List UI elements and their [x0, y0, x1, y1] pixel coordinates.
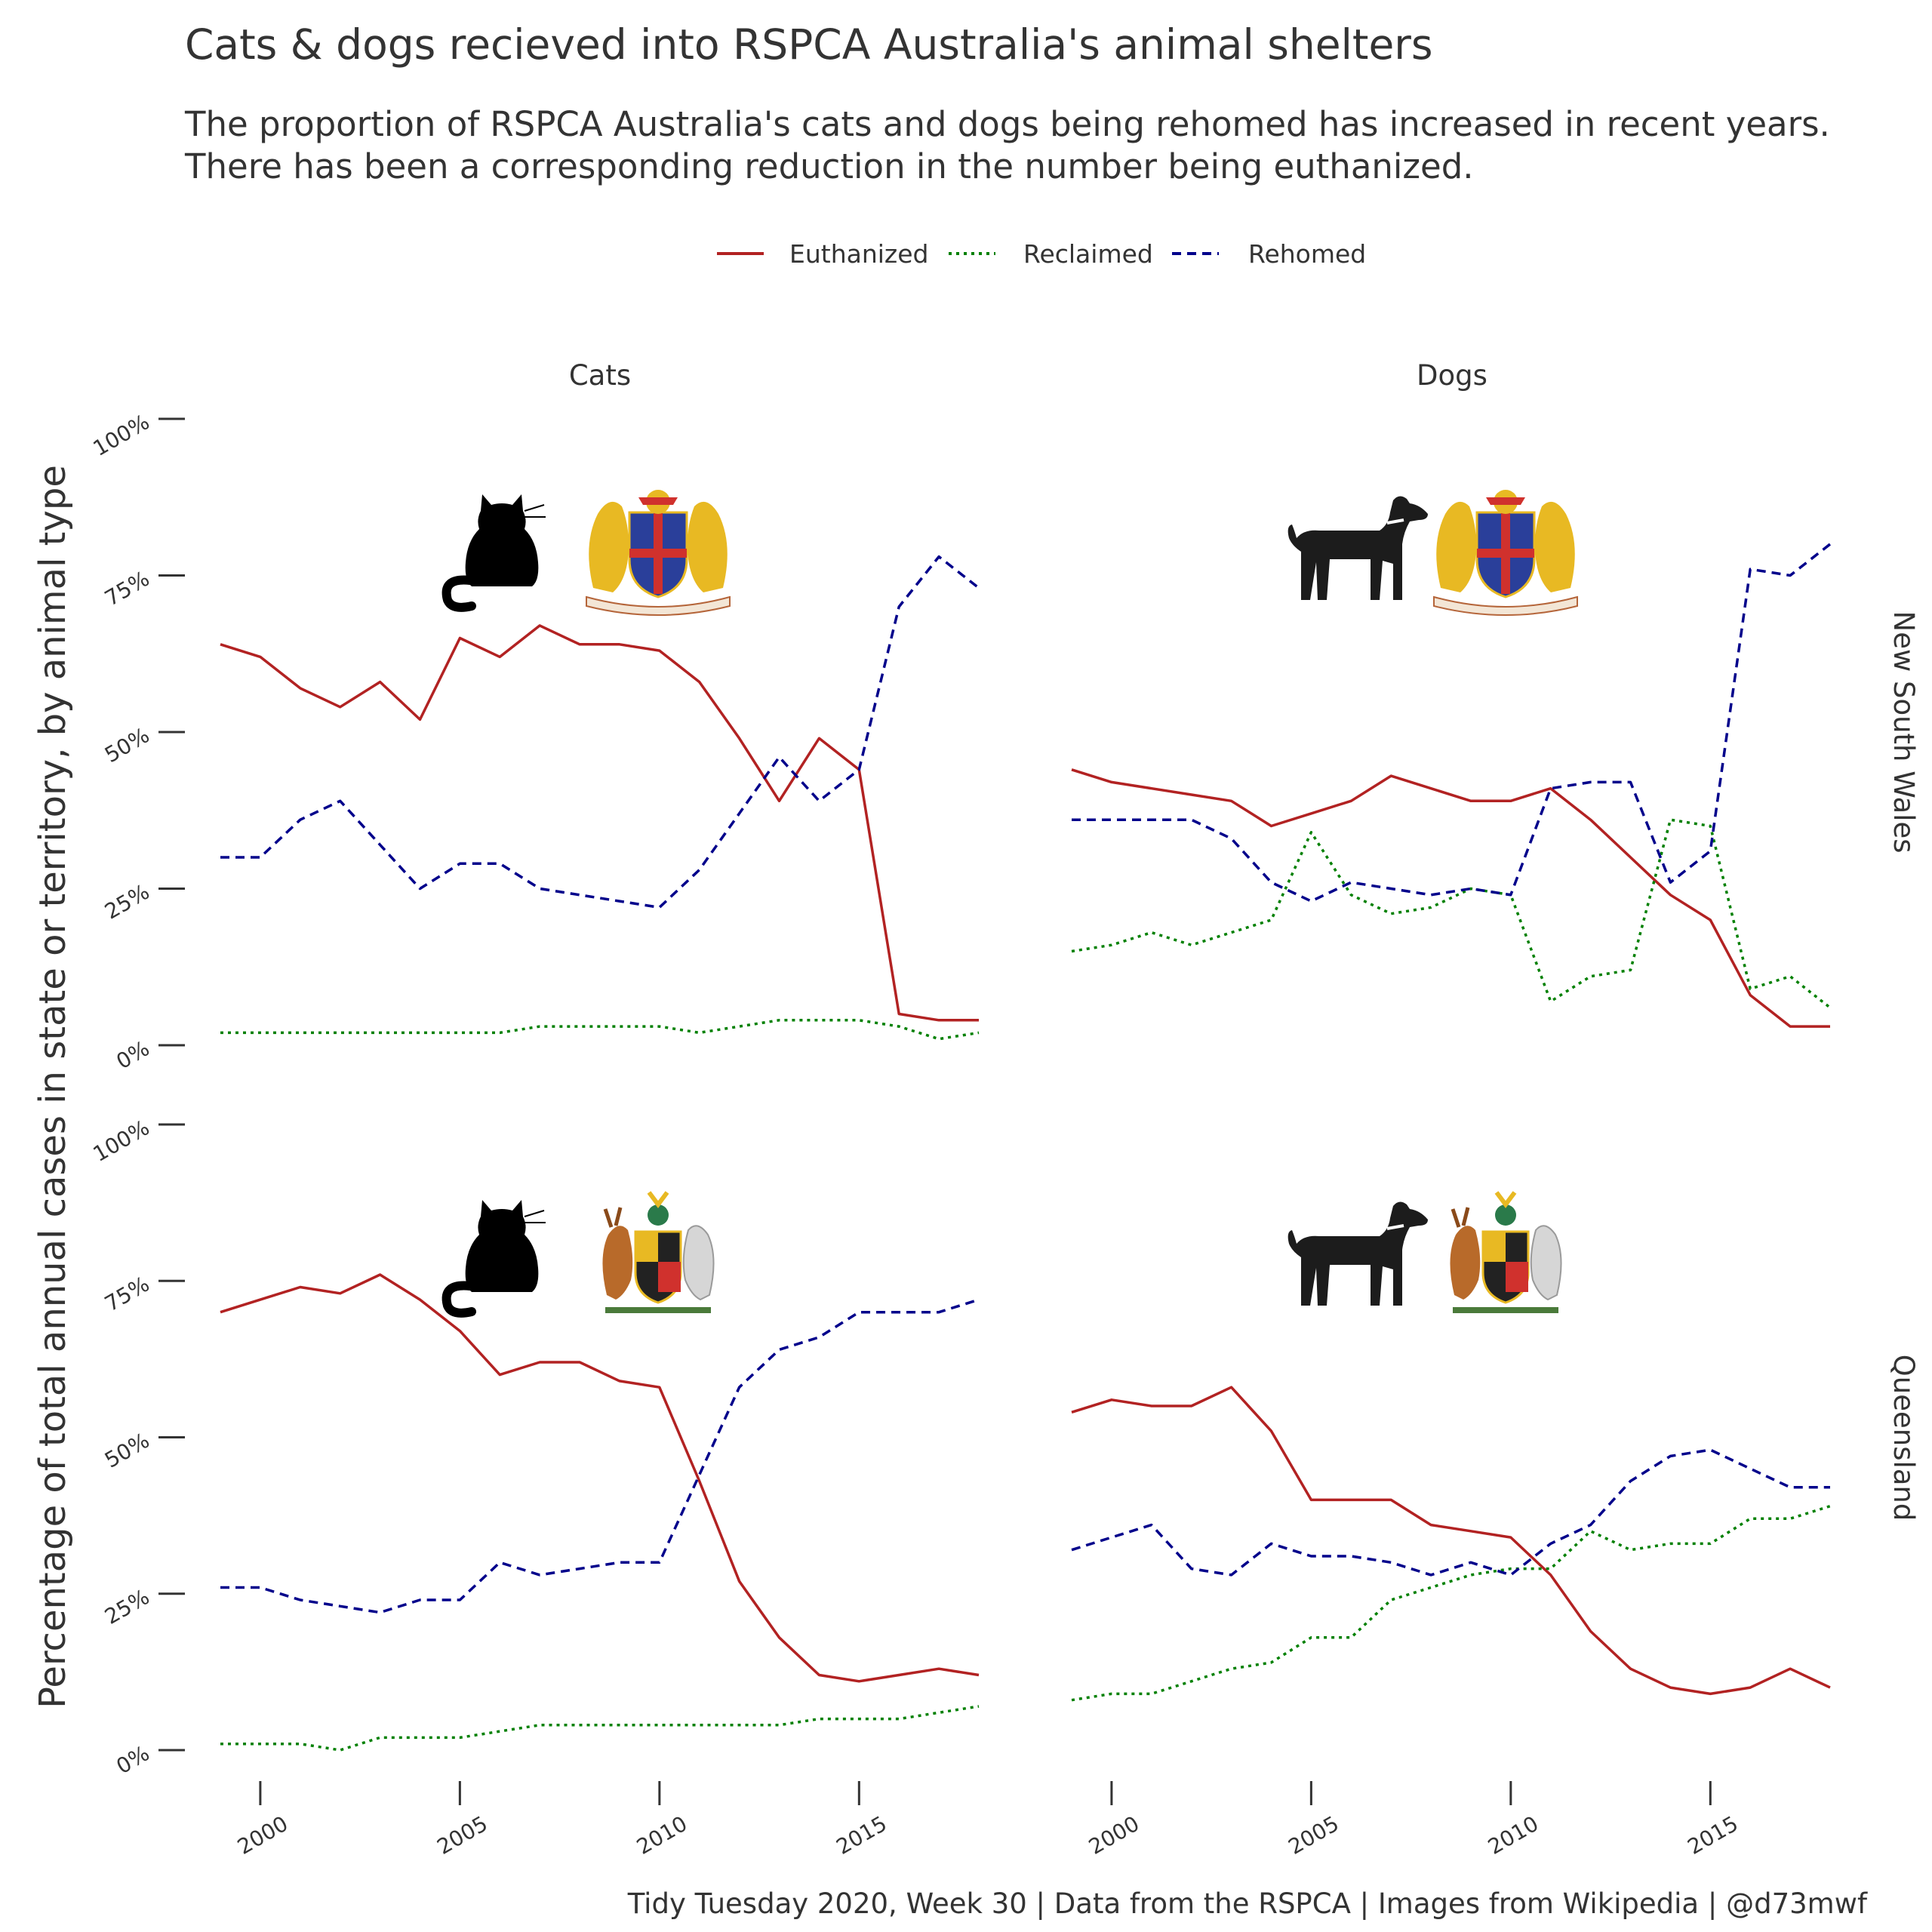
panel-dogs-qld — [1071, 1386, 1831, 1702]
chart-subtitle-line: The proportion of RSPCA Australia's cats… — [184, 104, 1830, 144]
y-tick-label: 100% — [89, 409, 154, 461]
y-tick-label: 25% — [100, 1584, 153, 1629]
y-axis-label: Percentage of total annual cases in stat… — [32, 465, 74, 1709]
strip-label-nsw: New South Wales — [1887, 611, 1920, 854]
nsw-coat-of-arms-icon — [1432, 488, 1579, 617]
y-tick-label: 50% — [100, 1428, 153, 1473]
cat-silhouette-icon — [447, 494, 546, 608]
panel-cats-nsw — [220, 555, 980, 1041]
y-tick-label: 25% — [100, 879, 153, 924]
series-line-rehomed — [1072, 543, 1832, 903]
x-tick-label: 2000 — [1084, 1811, 1143, 1860]
chart-title: Cats & dogs recieved into RSPCA Australi… — [185, 20, 1433, 69]
chart-subtitle-line: There has been a corresponding reduction… — [184, 146, 1474, 186]
strip-label-cats: Cats — [569, 359, 631, 392]
qld-coat-of-arms-icon — [1450, 1192, 1561, 1313]
series-line-euthanized — [220, 624, 979, 1022]
series-line-reclaimed — [220, 1019, 980, 1041]
x-tick-label: 2000 — [233, 1811, 292, 1860]
series-line-euthanized — [1071, 1386, 1831, 1696]
legend: Euthanized Reclaimed Rehomed — [717, 239, 1366, 269]
series-line-reclaimed — [1071, 818, 1832, 1009]
dog-silhouette-icon — [1286, 494, 1429, 601]
x-tick-label: 2015 — [1683, 1811, 1742, 1860]
series-line-rehomed — [1071, 1448, 1830, 1577]
dog-silhouette-icon — [1286, 1200, 1429, 1307]
y-tick-label: 50% — [100, 722, 153, 768]
cat-silhouette-icon — [447, 1200, 546, 1313]
x-tick-label: 2010 — [632, 1811, 691, 1860]
series-line-rehomed — [220, 1298, 980, 1614]
legend-label-rehomed: Rehomed — [1248, 239, 1366, 269]
series-line-reclaimed — [1071, 1505, 1831, 1702]
nsw-coat-of-arms-icon — [585, 488, 731, 617]
series-line-euthanized — [220, 1273, 980, 1683]
series-line-rehomed — [220, 555, 980, 909]
y-tick-label: 0% — [112, 1035, 154, 1074]
x-tick-label: 2010 — [1484, 1811, 1543, 1860]
y-tick-label: 75% — [100, 566, 153, 611]
series-line-euthanized — [1071, 768, 1830, 1028]
legend-label-euthanized: Euthanized — [789, 239, 929, 269]
qld-coat-of-arms-icon — [602, 1192, 713, 1313]
x-tick-label: 2005 — [433, 1811, 492, 1860]
y-tick-label: 0% — [112, 1740, 154, 1779]
x-tick-label: 2015 — [832, 1811, 891, 1860]
legend-label-reclaimed: Reclaimed — [1023, 239, 1153, 269]
strip-label-dogs: Dogs — [1417, 359, 1487, 392]
y-tick-label: 75% — [100, 1272, 153, 1317]
panel-cats-qld — [220, 1273, 980, 1752]
panel-dogs-nsw — [1071, 543, 1832, 1028]
caption: Tidy Tuesday 2020, Week 30 | Data from t… — [627, 1887, 1868, 1920]
y-tick-label: 100% — [89, 1115, 154, 1167]
x-tick-label: 2005 — [1284, 1811, 1343, 1860]
strip-label-qld: Queensland — [1887, 1355, 1920, 1521]
series-line-reclaimed — [220, 1705, 980, 1752]
